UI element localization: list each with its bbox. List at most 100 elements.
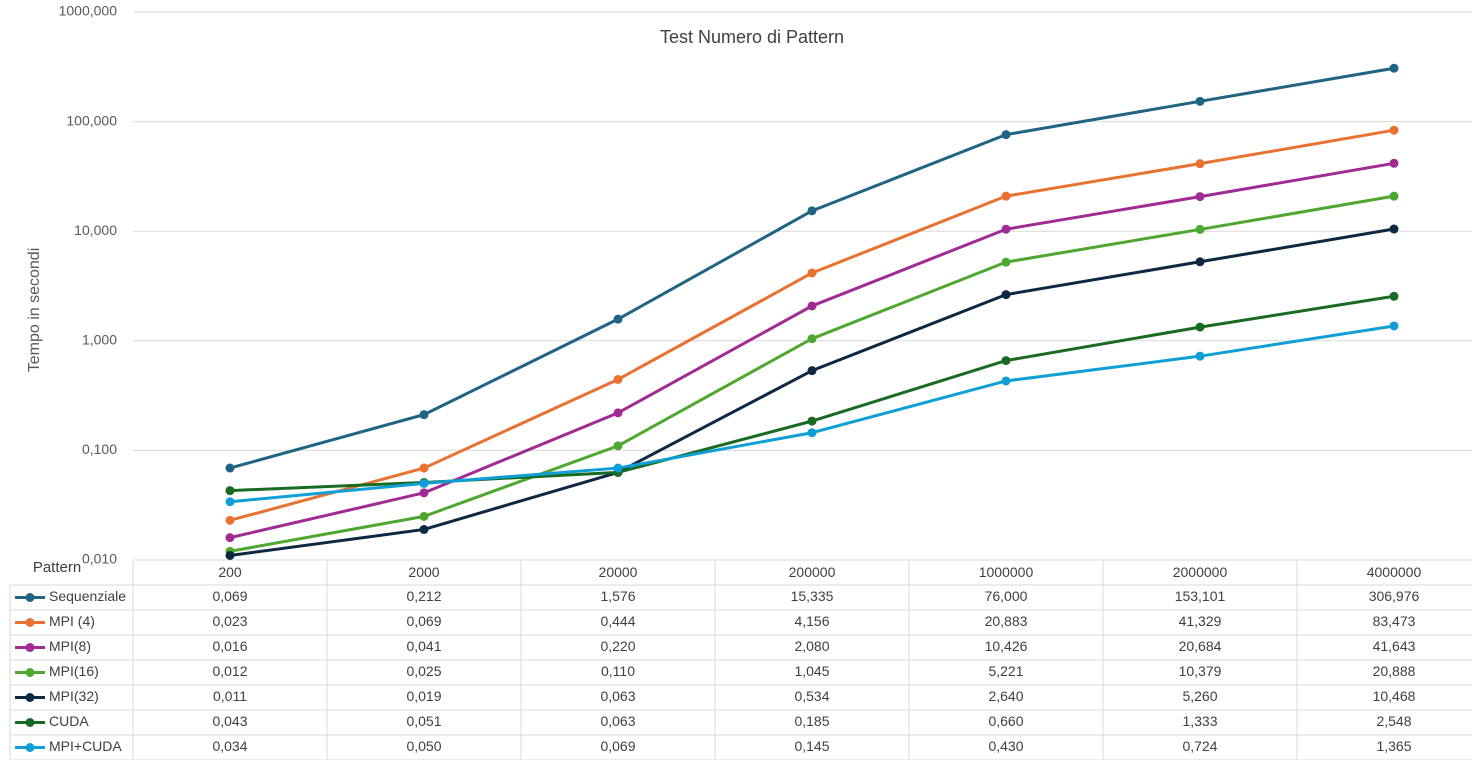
table-value: 0,444 (600, 613, 635, 629)
table-value: 1,576 (600, 588, 635, 604)
legend-key-marker (25, 593, 35, 602)
table-value: 0,660 (988, 713, 1023, 729)
data-point (419, 488, 429, 498)
table-value: 0,069 (600, 738, 635, 754)
legend-label: MPI(8) (49, 638, 91, 654)
data-point (807, 268, 817, 278)
data-point (225, 486, 235, 496)
data-point (1389, 63, 1399, 73)
table-value: 2,640 (988, 688, 1023, 704)
table-value: 0,011 (213, 688, 247, 704)
legend-label: Sequenziale (49, 588, 126, 604)
table-value: 0,145 (794, 738, 829, 754)
table-value: 20,883 (985, 613, 1028, 629)
data-point (1195, 159, 1205, 169)
legend-key-marker (25, 693, 35, 702)
data-point (613, 463, 623, 473)
series-line (229, 324, 1395, 504)
x-tick-label: 1000000 (979, 564, 1034, 580)
data-point (1195, 322, 1205, 332)
table-value: 0,063 (600, 688, 635, 704)
series-line (229, 161, 1395, 540)
data-point (807, 366, 817, 376)
data-point (1195, 351, 1205, 361)
series-line (229, 294, 1395, 493)
y-axis-title: Tempo in secondi (26, 248, 43, 373)
data-point (225, 550, 235, 560)
chart-title: Test Numero di Pattern (660, 27, 844, 47)
legend-key-marker (25, 718, 35, 727)
data-point (1001, 356, 1011, 366)
data-point (419, 478, 429, 488)
data-point (1195, 192, 1205, 202)
legend-key-marker (25, 643, 35, 652)
table-value: 0,043 (212, 713, 247, 729)
data-point (1001, 224, 1011, 234)
table-value: 10,426 (985, 638, 1028, 654)
table-value: 76,000 (985, 588, 1028, 604)
table-value: 15,335 (791, 588, 834, 604)
data-point (807, 206, 817, 216)
data-point (807, 416, 817, 426)
y-tick-label: 10,000 (74, 222, 117, 238)
table-value: 0,724 (1182, 738, 1217, 754)
table-value: 20,888 (1373, 663, 1416, 679)
x-tick-label: 20000 (599, 564, 638, 580)
table-value: 0,012 (212, 663, 247, 679)
table-value: 0,023 (212, 613, 247, 629)
data-point (1001, 130, 1011, 140)
y-tick-label: 100,000 (66, 112, 117, 128)
data-point (1195, 257, 1205, 267)
table-value: 0,025 (406, 663, 441, 679)
table-value: 5,260 (1182, 688, 1217, 704)
table-value: 5,221 (988, 663, 1023, 679)
y-tick-label: 1000,000 (59, 3, 118, 19)
x-tick-label: 2000 (408, 564, 439, 580)
table-value: 0,051 (406, 713, 441, 729)
legend-label: CUDA (49, 713, 89, 729)
series-line (229, 227, 1395, 557)
data-point (613, 441, 623, 451)
data-point (1389, 125, 1399, 135)
data-point (1389, 291, 1399, 301)
x-tick-label: 4000000 (1367, 564, 1422, 580)
data-point (1389, 321, 1399, 331)
table-value: 1,333 (1182, 713, 1217, 729)
y-tick-label: 0,100 (82, 441, 117, 457)
data-point (225, 533, 235, 543)
table-value: 10,379 (1179, 663, 1222, 679)
data-point (225, 515, 235, 525)
x-tick-label: 2000000 (1173, 564, 1228, 580)
data-point (419, 410, 429, 420)
table-value: 0,220 (600, 638, 635, 654)
table-value: 1,045 (794, 663, 829, 679)
series-line (229, 66, 1395, 470)
data-point (225, 463, 235, 473)
table-value: 0,430 (988, 738, 1023, 754)
table-value: 2,548 (1376, 713, 1411, 729)
data-point (807, 301, 817, 311)
y-tick-label: 1,000 (82, 332, 117, 348)
table-value: 83,473 (1373, 613, 1416, 629)
table-value: 0,069 (406, 613, 441, 629)
data-point (1389, 158, 1399, 168)
legend-label: MPI (4) (49, 613, 95, 629)
table-value: 306,976 (1369, 588, 1420, 604)
table-value: 0,069 (212, 588, 247, 604)
table-value: 0,034 (212, 738, 247, 754)
data-point (1001, 257, 1011, 267)
legend-label: MPI(16) (49, 663, 99, 679)
table-value: 1,365 (1376, 738, 1411, 754)
data-point (225, 497, 235, 507)
data-point (419, 511, 429, 521)
legend-key-marker (25, 743, 35, 752)
x-tick-label: 200000 (789, 564, 836, 580)
table-value: 0,016 (212, 638, 247, 654)
data-point (807, 334, 817, 344)
table-value: 0,050 (406, 738, 441, 754)
legend-key-marker (25, 618, 35, 627)
table-value: 153,101 (1175, 588, 1226, 604)
data-point (1195, 96, 1205, 106)
table-value: 0,019 (406, 688, 441, 704)
